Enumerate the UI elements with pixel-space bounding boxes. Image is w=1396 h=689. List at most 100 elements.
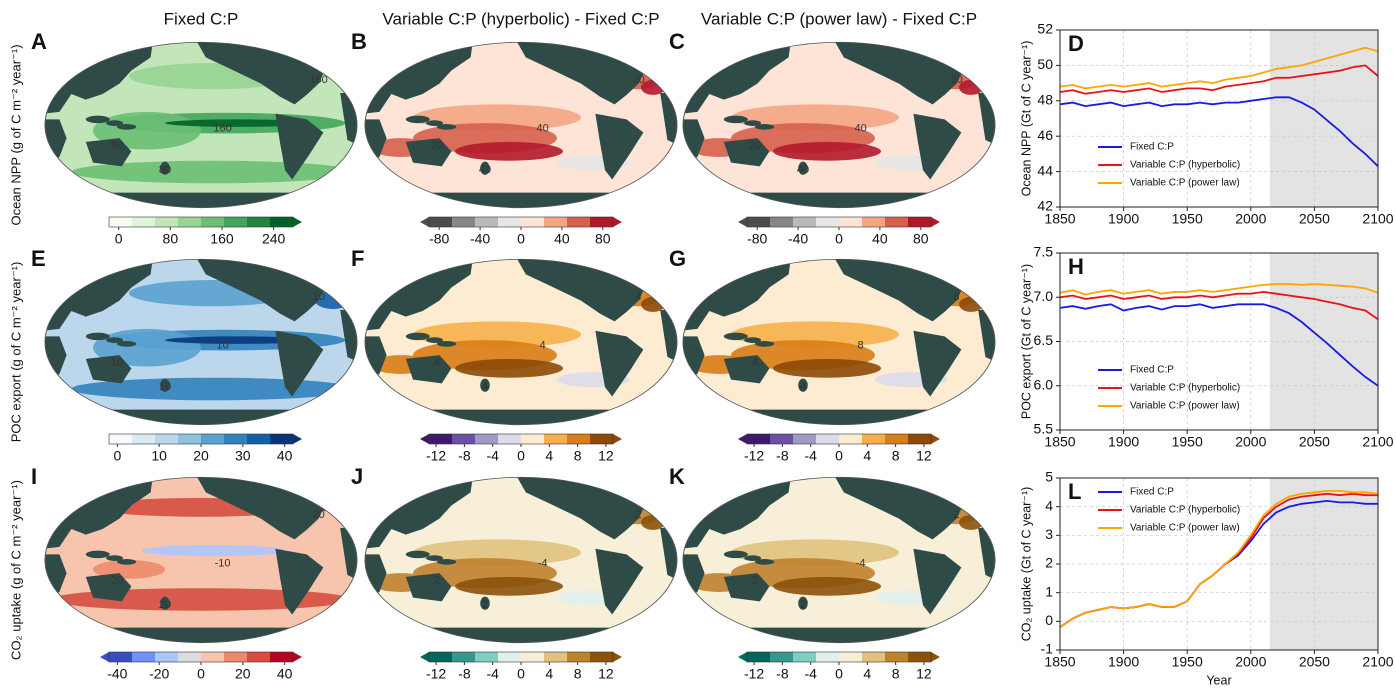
x-tick-label: 2100	[1362, 434, 1393, 450]
colorbar-extend	[100, 652, 109, 662]
colorbar-extend	[420, 652, 429, 662]
colorbar-segment	[132, 217, 156, 227]
colorbar-tick-label: 8	[892, 448, 900, 464]
colorbar-tick-label: 10	[151, 448, 167, 464]
colorbar-extend	[738, 652, 747, 662]
colorbar-segment	[429, 652, 453, 662]
legend-label: Variable C:P (hyperbolic)	[1130, 160, 1240, 171]
colorbar-segment	[770, 434, 794, 444]
colorbar-extend	[420, 434, 429, 444]
contour-label: 8	[954, 291, 960, 303]
colorbar-tick-label: -12	[426, 666, 446, 682]
colorbar-segment	[429, 434, 453, 444]
contour-label: 4	[636, 291, 642, 303]
contour-label: 4	[800, 381, 806, 393]
field-band	[641, 296, 665, 312]
y-tick-label: 46	[1037, 127, 1053, 143]
colorbar-segment	[862, 434, 886, 444]
colorbar-tick-label: 0	[517, 666, 525, 682]
colorbar-segment	[747, 652, 771, 662]
colorbar-segment	[155, 217, 179, 227]
colorbar-extend	[293, 434, 302, 444]
x-tick-label: 1850	[1044, 654, 1075, 670]
colorbar-segment	[770, 217, 794, 227]
colorbar-segment	[270, 652, 294, 662]
colorbar-tick-label: -80	[747, 231, 767, 247]
colorbar-segment	[155, 652, 179, 662]
x-tick-label: 1900	[1108, 434, 1139, 450]
panel-letter: J	[351, 464, 363, 489]
map	[44, 258, 358, 426]
x-tick-label: 2050	[1299, 434, 1330, 450]
colorbar-segment	[475, 434, 499, 444]
colorbar-segment	[885, 652, 909, 662]
map-body	[364, 42, 678, 208]
colorbar-tick-label: 12	[598, 666, 614, 682]
panel-letter: C	[669, 29, 685, 54]
field-band	[731, 321, 899, 348]
contour-label: 2	[434, 575, 440, 587]
colorbar-segment	[498, 217, 522, 227]
map-outline	[364, 258, 678, 426]
contour-label: 40	[854, 123, 866, 135]
colorbar-segment	[747, 434, 771, 444]
field-band	[731, 104, 899, 131]
y-tick-label: 50	[1037, 56, 1053, 72]
colorbar-segment	[178, 652, 202, 662]
colorbar-extend	[738, 217, 747, 227]
y-tick-label: 5	[1045, 469, 1053, 485]
column-title: Variable C:P (hyperbolic) - Fixed C:P	[382, 9, 659, 28]
colorbar-segment	[201, 652, 225, 662]
field-band	[773, 141, 881, 161]
series-line	[1059, 96, 1379, 167]
map	[682, 41, 996, 209]
x-tick-label: 1850	[1044, 434, 1075, 450]
colorbar-segment	[793, 652, 817, 662]
colorbar-segment	[452, 434, 476, 444]
colorbar-segment	[109, 652, 133, 662]
y-tick-label: -1	[1041, 641, 1054, 657]
map-body	[44, 42, 358, 208]
field-band	[165, 119, 309, 127]
field-band	[413, 321, 581, 348]
contour-label: 10	[312, 291, 324, 303]
x-tick-label: 1900	[1108, 211, 1139, 227]
colorbar-extend	[293, 652, 302, 662]
colorbar-segment	[270, 217, 294, 227]
contour-label: -10	[215, 558, 231, 570]
colorbar-segment	[498, 652, 522, 662]
colorbar-extend	[613, 652, 622, 662]
colorbar-tick-label: 80	[913, 231, 929, 247]
x-tick-label: 2000	[1235, 211, 1266, 227]
colorbar-tick-label: 20	[235, 666, 251, 682]
x-axis-label: Year	[1206, 673, 1231, 687]
panel-letter: G	[669, 246, 686, 271]
colorbar-tick-label: 160	[210, 231, 234, 247]
series-line	[1059, 290, 1379, 321]
map-outline	[682, 258, 996, 426]
map-outline	[44, 41, 358, 209]
colorbar-frame	[108, 216, 294, 228]
colorbar-segment	[270, 434, 294, 444]
colorbar-segment	[862, 217, 886, 227]
colorbar-tick-label: -4	[486, 448, 499, 464]
map	[44, 41, 358, 209]
colorbar-tick-label: 20	[193, 448, 209, 464]
x-tick-label: 1950	[1172, 654, 1203, 670]
colorbar-tick-label: -8	[458, 448, 471, 464]
colorbar-extend	[420, 217, 429, 227]
x-tick-label: 2050	[1299, 211, 1330, 227]
y-tick-label: 52	[1037, 21, 1053, 37]
contour-label: 160	[213, 123, 231, 135]
colorbar-tick-label: 40	[872, 231, 888, 247]
colorbar-segment	[908, 217, 932, 227]
x-tick-label: 2100	[1362, 654, 1393, 670]
colorbar-segment	[521, 652, 545, 662]
contour-label: 10	[159, 381, 171, 393]
map-body	[364, 477, 678, 643]
contour-label: 2	[636, 509, 642, 521]
contour-label: 10	[216, 340, 228, 352]
y-tick-label: 7.0	[1034, 288, 1054, 304]
series-line	[1059, 490, 1379, 628]
